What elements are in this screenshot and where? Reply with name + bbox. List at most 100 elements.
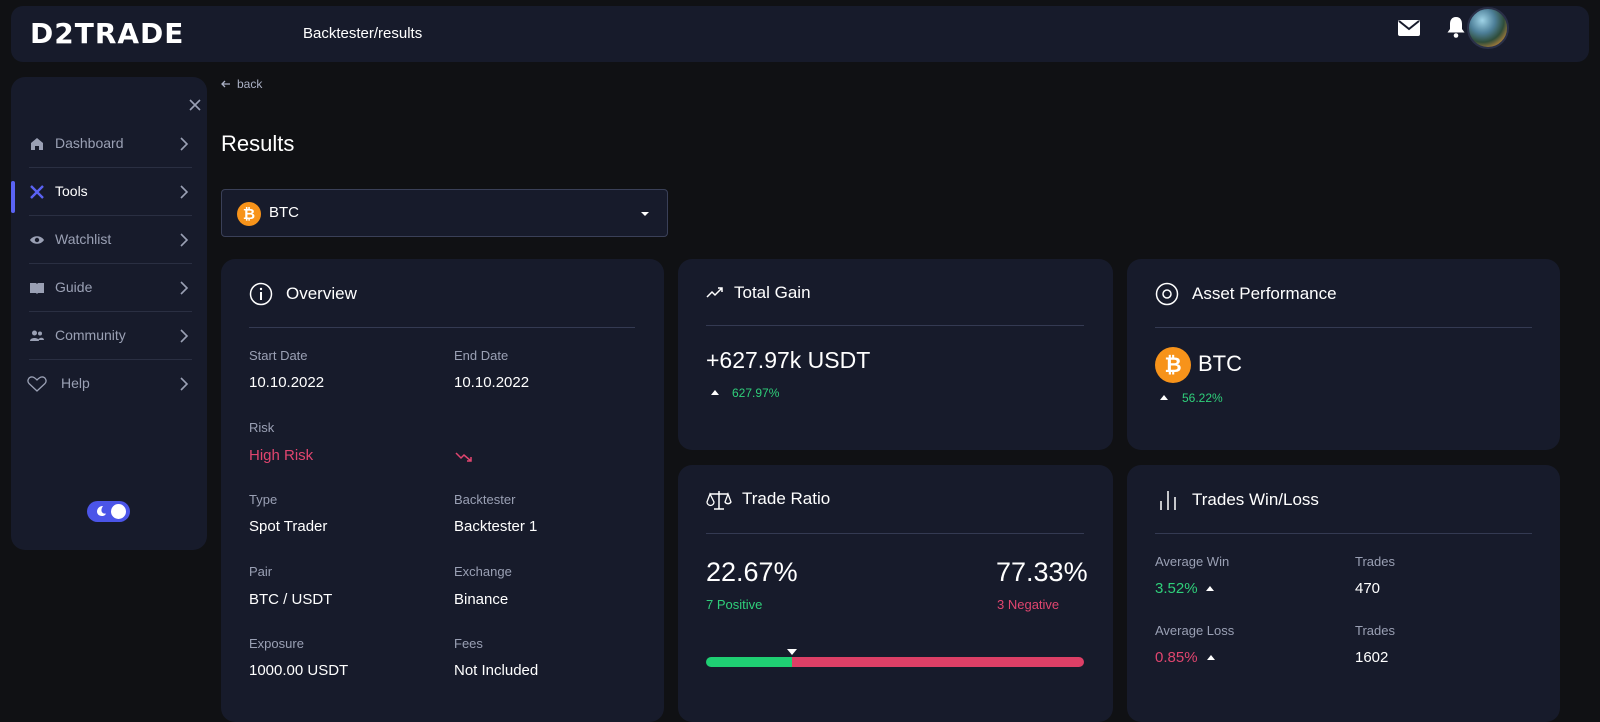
sidebar-item-help[interactable]: Help — [11, 360, 207, 408]
divider — [706, 325, 1084, 326]
top-bar: D2TRADE Backtester/results — [11, 6, 1589, 62]
info-icon — [249, 282, 273, 306]
moon-icon — [97, 506, 106, 516]
exposure-label: Exposure — [249, 636, 304, 651]
total-gain-value: +627.97k USDT — [706, 347, 871, 373]
card-title: Total Gain — [734, 283, 811, 302]
sidebar-item-label: Help — [61, 375, 90, 391]
tools-icon — [30, 185, 44, 199]
end-date-label: End Date — [454, 348, 509, 363]
scale-icon — [706, 491, 732, 510]
caret-up-icon — [1206, 586, 1214, 591]
app-logo[interactable]: D2TRADE — [30, 17, 185, 50]
back-label: back — [237, 77, 263, 91]
sidebar-item-community[interactable]: Community — [11, 312, 207, 360]
win-trades-value: 470 — [1355, 580, 1381, 597]
type-label: Type — [249, 492, 278, 507]
exchange-value: Binance — [454, 591, 509, 608]
ratio-marker-icon — [787, 649, 797, 655]
end-date-value: 10.10.2022 — [454, 374, 530, 391]
breadcrumb: Backtester/results — [303, 25, 423, 42]
pair-value: BTC / USDT — [249, 591, 333, 608]
divider — [1155, 533, 1532, 534]
loss-trades-value: 1602 — [1355, 649, 1389, 666]
fees-label: Fees — [454, 636, 483, 651]
bitcoin-icon: ₿ — [1155, 347, 1191, 383]
divider — [1155, 327, 1532, 328]
loss-trades-label: Trades — [1355, 623, 1395, 638]
svg-text:₿: ₿ — [1164, 353, 1181, 377]
sidebar-item-guide[interactable]: Guide — [11, 264, 207, 312]
risk-value: High Risk — [249, 447, 314, 464]
sidebar-item-label: Watchlist — [55, 231, 112, 247]
sidebar-item-label: Community — [55, 327, 126, 343]
toggle-knob — [111, 504, 126, 519]
average-loss-label: Average Loss — [1155, 623, 1235, 638]
eye-icon — [30, 236, 44, 244]
negative-percent: 77.33% — [996, 557, 1088, 587]
exchange-label: Exchange — [454, 564, 512, 579]
caret-up-icon — [1207, 655, 1215, 660]
chevron-right-icon — [180, 281, 189, 295]
book-icon — [30, 283, 44, 294]
asset-percent: 56.22% — [1182, 391, 1223, 405]
divider — [249, 327, 635, 328]
theme-toggle[interactable] — [87, 501, 130, 522]
negative-ratio-bar — [792, 657, 1084, 667]
page-title: Results — [221, 131, 295, 156]
asset-select[interactable]: ₿ BTC — [221, 189, 668, 237]
mail-icon[interactable] — [1398, 20, 1420, 36]
avatar[interactable] — [1467, 7, 1509, 49]
caret-down-icon — [641, 212, 649, 216]
positive-count: 7 Positive — [706, 597, 763, 612]
close-icon[interactable] — [189, 99, 201, 111]
card-title: Overview — [286, 284, 357, 303]
divider — [29, 311, 192, 312]
bell-icon[interactable] — [1446, 16, 1466, 38]
svg-text:₿: ₿ — [243, 205, 255, 223]
users-icon — [30, 330, 44, 341]
sidebar-item-dashboard[interactable]: Dashboard — [11, 120, 207, 168]
home-icon — [31, 138, 43, 150]
start-date-value: 10.10.2022 — [249, 374, 325, 391]
arrow-left-icon — [221, 80, 230, 88]
chevron-right-icon — [180, 329, 189, 343]
backtester-value: Backtester 1 — [454, 518, 538, 535]
divider — [29, 359, 192, 360]
average-win-value: 3.52% — [1155, 580, 1198, 597]
trades-win-loss-card: Trades Win/Loss Average Win 3.52% Trades… — [1127, 465, 1560, 722]
chevron-right-icon — [180, 233, 189, 247]
sidebar-item-tools[interactable]: Tools — [11, 168, 207, 216]
sidebar: Dashboard Tools Watchlist Guide Communit… — [11, 77, 207, 550]
caret-up-icon — [711, 390, 719, 395]
trend-up-icon — [706, 287, 723, 298]
sidebar-item-label: Tools — [55, 183, 88, 199]
sidebar-item-label: Dashboard — [55, 135, 124, 151]
start-date-label: Start Date — [249, 348, 308, 363]
bar-chart-icon — [1160, 491, 1176, 510]
target-icon — [1155, 282, 1179, 306]
trend-down-icon — [455, 452, 472, 462]
average-loss-value: 0.85% — [1155, 649, 1198, 666]
risk-label: Risk — [249, 420, 275, 435]
total-gain-card: Total Gain +627.97k USDT 627.97% — [678, 259, 1113, 450]
sidebar-item-watchlist[interactable]: Watchlist — [11, 216, 207, 264]
chevron-right-icon — [180, 185, 189, 199]
asset-performance-card: Asset Performance ₿ BTC 56.22% — [1127, 259, 1560, 450]
active-indicator — [11, 181, 15, 213]
positive-percent: 22.67% — [706, 557, 798, 587]
heart-icon — [27, 376, 47, 392]
pair-label: Pair — [249, 564, 273, 579]
card-title: Asset Performance — [1192, 284, 1337, 303]
bitcoin-icon: ₿ — [237, 202, 261, 226]
divider — [29, 215, 192, 216]
asset-name: BTC — [1198, 351, 1242, 376]
sidebar-item-label: Guide — [55, 279, 93, 295]
divider — [29, 167, 192, 168]
chevron-right-icon — [180, 137, 189, 151]
asset-select-value: BTC — [269, 204, 299, 221]
negative-count: 3 Negative — [997, 597, 1060, 612]
chevron-right-icon — [180, 377, 189, 391]
trade-ratio-card: Trade Ratio 22.67% 7 Positive 77.33% 3 N… — [678, 465, 1113, 722]
back-link[interactable]: back — [221, 77, 262, 91]
